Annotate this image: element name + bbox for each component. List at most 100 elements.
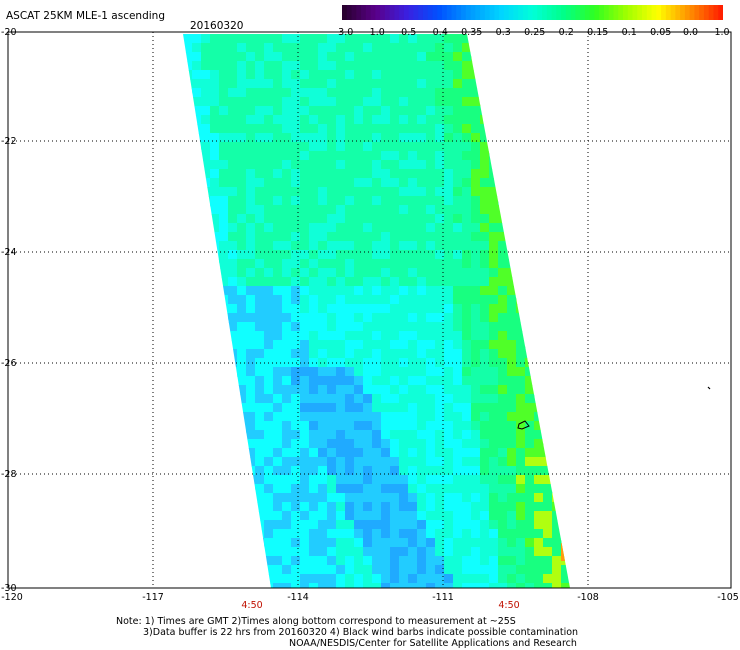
swath-cell bbox=[462, 493, 472, 503]
swath-cell bbox=[354, 448, 364, 458]
swath-cell bbox=[246, 304, 256, 314]
swath-cell bbox=[183, 223, 193, 233]
swath-cell bbox=[372, 52, 382, 62]
swath-cell bbox=[201, 214, 211, 224]
swath-cell bbox=[426, 214, 436, 224]
swath-cell bbox=[255, 295, 265, 305]
swath-cell bbox=[390, 430, 400, 440]
swath-cell bbox=[345, 475, 355, 485]
ascat-swath bbox=[183, 34, 570, 588]
swath-cell bbox=[228, 241, 238, 251]
swath-cell bbox=[543, 241, 553, 251]
swath-cell bbox=[372, 97, 382, 107]
swath-cell bbox=[372, 169, 382, 179]
swath-cell bbox=[300, 520, 310, 530]
swath-cell bbox=[219, 142, 229, 152]
swath-cell bbox=[480, 241, 490, 251]
swath-cell bbox=[372, 349, 382, 359]
swath-cell bbox=[318, 475, 328, 485]
swath-cell bbox=[372, 394, 382, 404]
swath-cell bbox=[534, 250, 544, 260]
pass-time-label: 4:50 bbox=[498, 600, 520, 611]
swath-cell bbox=[552, 484, 562, 494]
swath-cell bbox=[300, 565, 310, 575]
swath-cell bbox=[525, 493, 535, 503]
swath-cell bbox=[345, 205, 355, 215]
swath-cell bbox=[327, 385, 337, 395]
swath-cell bbox=[363, 385, 373, 395]
swath-cell bbox=[192, 151, 202, 161]
swath-cell bbox=[210, 358, 220, 368]
swath-cell bbox=[489, 106, 499, 116]
swath-cell bbox=[417, 367, 427, 377]
swath-cell bbox=[345, 106, 355, 116]
swath-cell bbox=[318, 340, 328, 350]
swath-cell bbox=[534, 529, 544, 539]
swath-cell bbox=[282, 358, 292, 368]
swath-cell bbox=[264, 547, 274, 557]
colorbar-segment bbox=[494, 5, 500, 20]
swath-cell bbox=[453, 331, 463, 341]
swath-cell bbox=[228, 475, 238, 485]
swath-cell bbox=[183, 151, 193, 161]
swath-cell bbox=[408, 34, 418, 44]
swath-cell bbox=[309, 412, 319, 422]
swath-cell bbox=[489, 520, 499, 530]
swath-cell bbox=[552, 340, 562, 350]
swath-cell bbox=[408, 457, 418, 467]
swath-cell bbox=[345, 43, 355, 53]
swath-cell bbox=[462, 124, 472, 134]
swath-cell bbox=[210, 412, 220, 422]
swath-cell bbox=[390, 232, 400, 242]
swath-cell bbox=[309, 349, 319, 359]
swath-cell bbox=[408, 286, 418, 296]
swath-cell bbox=[345, 385, 355, 395]
swath-cell bbox=[534, 322, 544, 332]
swath-cell bbox=[525, 475, 535, 485]
swath-cell bbox=[471, 79, 481, 89]
swath-cell bbox=[219, 502, 229, 512]
swath-cell bbox=[525, 394, 535, 404]
swath-cell bbox=[255, 520, 265, 530]
swath-cell bbox=[219, 52, 229, 62]
swath-cell bbox=[372, 448, 382, 458]
swath-cell bbox=[255, 34, 265, 44]
colorbar-segment bbox=[527, 5, 534, 20]
swath-cell bbox=[228, 169, 238, 179]
swath-cell bbox=[354, 250, 364, 260]
swath-cell bbox=[255, 277, 265, 287]
swath-cell bbox=[417, 340, 427, 350]
swath-cell bbox=[273, 187, 283, 197]
swath-cell bbox=[309, 214, 319, 224]
swath-cell bbox=[516, 205, 526, 215]
swath-cell bbox=[426, 340, 436, 350]
swath-cell bbox=[417, 304, 427, 314]
swath-cell bbox=[318, 205, 328, 215]
swath-cell bbox=[246, 475, 256, 485]
swath-cell bbox=[489, 304, 499, 314]
swath-cell bbox=[408, 340, 418, 350]
swath-cell bbox=[507, 187, 517, 197]
swath-cell bbox=[426, 169, 436, 179]
longitude-label: -117 bbox=[142, 592, 164, 603]
swath-cell bbox=[291, 250, 301, 260]
swath-cell bbox=[561, 160, 570, 170]
swath-cell bbox=[525, 520, 535, 530]
swath-cell bbox=[399, 439, 409, 449]
swath-cell bbox=[300, 511, 310, 521]
swath-cell bbox=[309, 52, 319, 62]
latitude-label: -22 bbox=[1, 136, 17, 147]
swath-cell bbox=[291, 88, 301, 98]
swath-cell bbox=[210, 286, 220, 296]
swath-cell bbox=[345, 412, 355, 422]
swath-cell bbox=[390, 295, 400, 305]
swath-cell bbox=[255, 88, 265, 98]
swath-cell bbox=[381, 502, 391, 512]
swath-cell bbox=[345, 349, 355, 359]
swath-cell bbox=[219, 331, 229, 341]
swath-cell bbox=[471, 322, 481, 332]
swath-cell bbox=[363, 439, 373, 449]
swath-cell bbox=[219, 61, 229, 71]
swath-cell bbox=[426, 484, 436, 494]
swath-cell bbox=[507, 115, 517, 125]
